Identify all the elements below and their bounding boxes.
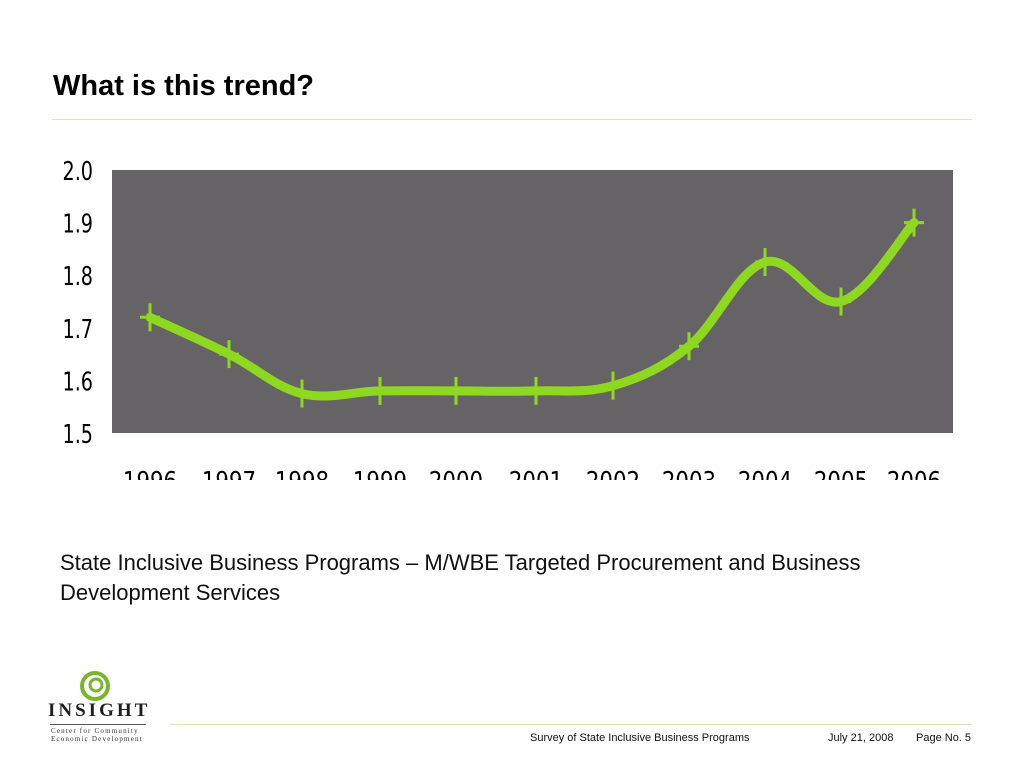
series-markers (140, 208, 924, 408)
x-tick-label: 2004 (738, 466, 792, 480)
data-point (446, 376, 466, 405)
footer-divider (170, 724, 972, 725)
y-tick-label: 2.0 (63, 156, 93, 187)
footer-page-number: Page No. 5 (916, 732, 972, 744)
y-axis-tick-labels: 1.5 1.6 1.7 1.8 1.9 2.0 (63, 156, 93, 450)
footer-survey-title: Survey of State Inclusive Business Progr… (530, 732, 750, 744)
y-tick-label: 1.7 (63, 314, 93, 345)
data-point (679, 332, 699, 361)
logo-name: INSIGHT (48, 700, 151, 721)
data-point (755, 248, 775, 277)
insight-logo: INSIGHT Center for Community Economic De… (48, 668, 152, 748)
data-point (831, 287, 851, 316)
y-tick-label: 1.6 (63, 366, 93, 397)
data-point (140, 303, 160, 332)
series-line (145, 218, 919, 401)
x-tick-label: 2001 (509, 466, 563, 480)
y-tick-label: 1.5 (63, 419, 93, 450)
x-tick-label: 2002 (586, 466, 640, 480)
x-tick-label: 1997 (202, 466, 256, 480)
data-point (292, 379, 312, 408)
x-tick-label: 2005 (814, 466, 868, 480)
x-tick-label: 1999 (353, 466, 407, 480)
slide-caption: State Inclusive Business Programs – M/WB… (60, 550, 861, 605)
y-tick-label: 1.9 (63, 209, 93, 240)
footer-date: July 21, 2008 (828, 732, 894, 744)
y-tick-label: 1.8 (63, 261, 93, 292)
slide-title: What is this trend? (53, 70, 314, 102)
x-axis-tick-labels: 1996 1997 1998 1999 2000 2001 2002 2003 2004 2005… (123, 466, 941, 480)
x-tick-label: 1996 (123, 466, 177, 480)
data-point (904, 208, 924, 237)
x-tick-label: 2000 (429, 466, 483, 480)
data-point (219, 340, 239, 369)
data-point (603, 371, 623, 400)
logo-subtitle-line-1: Center for Community (51, 727, 139, 735)
trend-line-chart: 1.5 1.6 1.7 1.8 1.9 2.0 1996 1997 1998 1999 2000 2… (63, 156, 953, 480)
data-point (526, 376, 546, 405)
x-tick-label: 2003 (662, 466, 716, 480)
logo-subtitle-line-2: Economic Development (51, 735, 143, 743)
spiral-icon (80, 671, 110, 701)
data-point (370, 376, 390, 405)
title-divider (52, 119, 972, 120)
x-tick-label: 1998 (275, 466, 329, 480)
logo-divider (50, 724, 146, 725)
x-tick-label: 2006 (887, 466, 941, 480)
